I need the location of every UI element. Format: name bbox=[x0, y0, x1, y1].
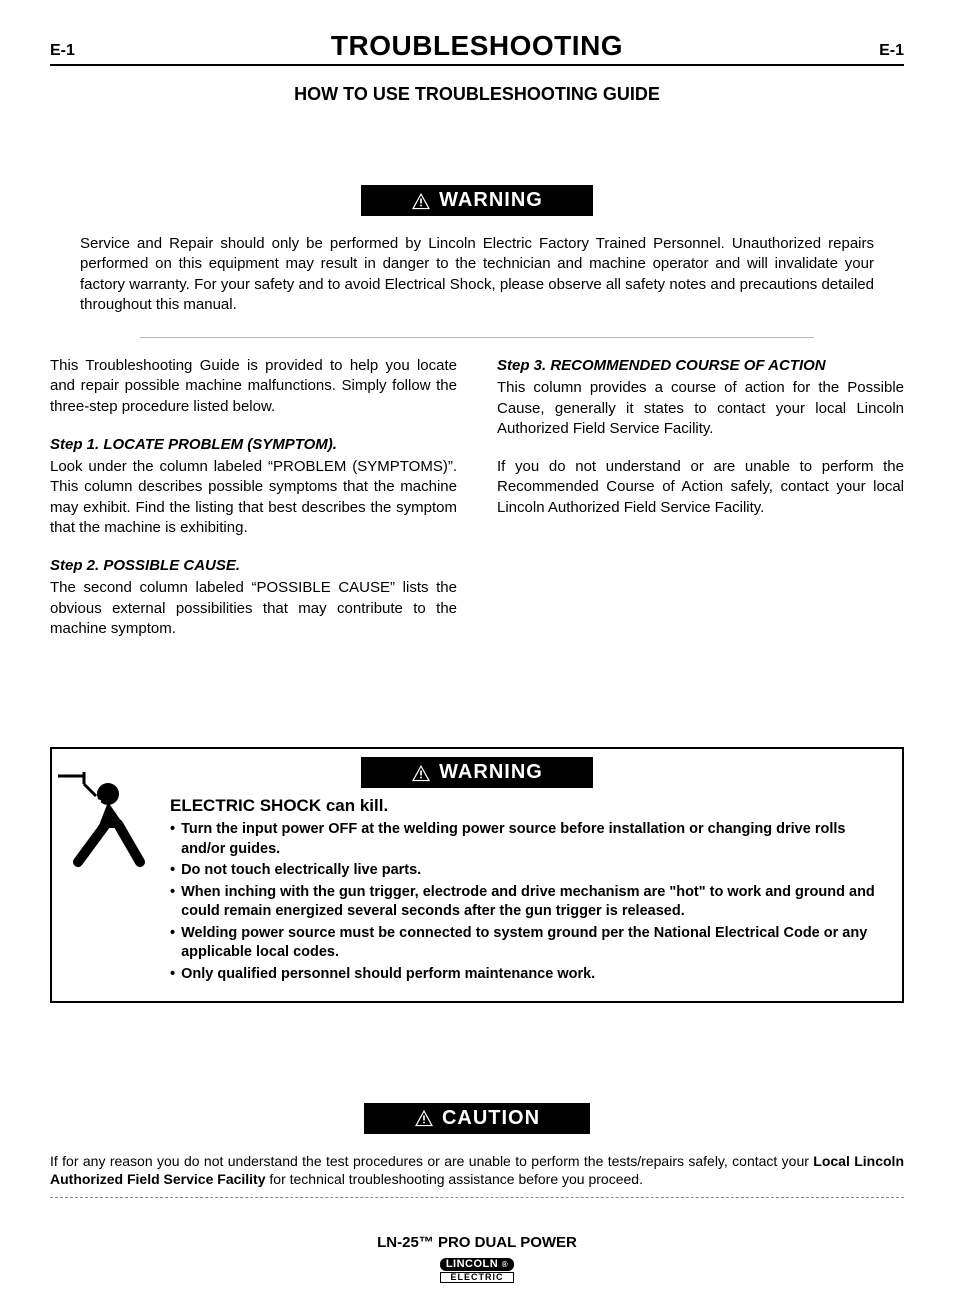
caution-label: CAUTION bbox=[442, 1107, 540, 1130]
guide-columns: This Troubleshooting Guide is provided t… bbox=[50, 356, 904, 657]
warning-1-text: Service and Repair should only be perfor… bbox=[50, 234, 904, 315]
step1-head: Step 1. LOCATE PROBLEM (SYMPTOM). bbox=[50, 435, 457, 455]
step2-body: The second column labeled “POSSIBLE CAUS… bbox=[50, 578, 457, 639]
bullet-item: •Only qualified personnel should perform… bbox=[170, 965, 884, 985]
caution-banner: CAUTION bbox=[50, 1103, 904, 1134]
footer: LN-25™ PRO DUAL POWER LINCOLN ® ELECTRIC bbox=[50, 1234, 904, 1284]
right-column: Step 3. RECOMMENDED COURSE OF ACTION Thi… bbox=[497, 356, 904, 657]
left-column: This Troubleshooting Guide is provided t… bbox=[50, 356, 457, 657]
warning-banner-2: WARNING bbox=[70, 757, 884, 788]
bullet-item: •When inching with the gun trigger, elec… bbox=[170, 883, 884, 922]
step2-head: Step 2. POSSIBLE CAUSE. bbox=[50, 556, 457, 576]
step3-note: If you do not understand or are unable t… bbox=[497, 457, 904, 518]
caution-post: for technical troubleshooting assistance… bbox=[266, 1171, 643, 1187]
lincoln-logo: LINCOLN ® ELECTRIC bbox=[440, 1255, 514, 1283]
divider bbox=[140, 337, 814, 338]
warning-label: WARNING bbox=[439, 761, 543, 784]
header-right: E-1 bbox=[879, 42, 904, 60]
shock-heading: ELECTRIC SHOCK can kill. bbox=[170, 796, 884, 816]
page-header: E-1 TROUBLESHOOTING E-1 bbox=[50, 30, 904, 66]
warning-icon bbox=[411, 764, 431, 782]
bullet-item: •Do not touch electrically live parts. bbox=[170, 861, 884, 881]
header-left: E-1 bbox=[50, 42, 75, 60]
step3-head: Step 3. RECOMMENDED COURSE OF ACTION bbox=[497, 356, 904, 376]
logo-bottom: ELECTRIC bbox=[440, 1272, 514, 1283]
step3-body: This column provides a course of action … bbox=[497, 378, 904, 439]
logo-top: LINCOLN ® bbox=[440, 1258, 514, 1271]
header-title: TROUBLESHOOTING bbox=[331, 30, 623, 62]
bullet-item: •Turn the input power OFF at the welding… bbox=[170, 820, 884, 859]
caution-pre: If for any reason you do not understand … bbox=[50, 1153, 813, 1169]
guide-intro: This Troubleshooting Guide is provided t… bbox=[50, 356, 457, 417]
page-subtitle: HOW TO USE TROUBLESHOOTING GUIDE bbox=[50, 84, 904, 105]
warning-label: WARNING bbox=[439, 189, 543, 212]
warning-icon bbox=[411, 192, 431, 210]
step1-body: Look under the column labeled “PROBLEM (… bbox=[50, 457, 457, 538]
warning-box-2: WARNING ELECTRIC SHOCK can kill. •Turn t… bbox=[50, 747, 904, 1003]
warning-banner-1: WARNING bbox=[50, 185, 904, 216]
caution-text: If for any reason you do not understand … bbox=[50, 1152, 904, 1199]
shock-bullets: •Turn the input power OFF at the welding… bbox=[170, 820, 884, 985]
warning-icon bbox=[414, 1109, 434, 1127]
shock-icon bbox=[48, 762, 158, 987]
product-name: LN-25™ PRO DUAL POWER bbox=[50, 1234, 904, 1251]
bullet-item: •Welding power source must be connected … bbox=[170, 924, 884, 963]
